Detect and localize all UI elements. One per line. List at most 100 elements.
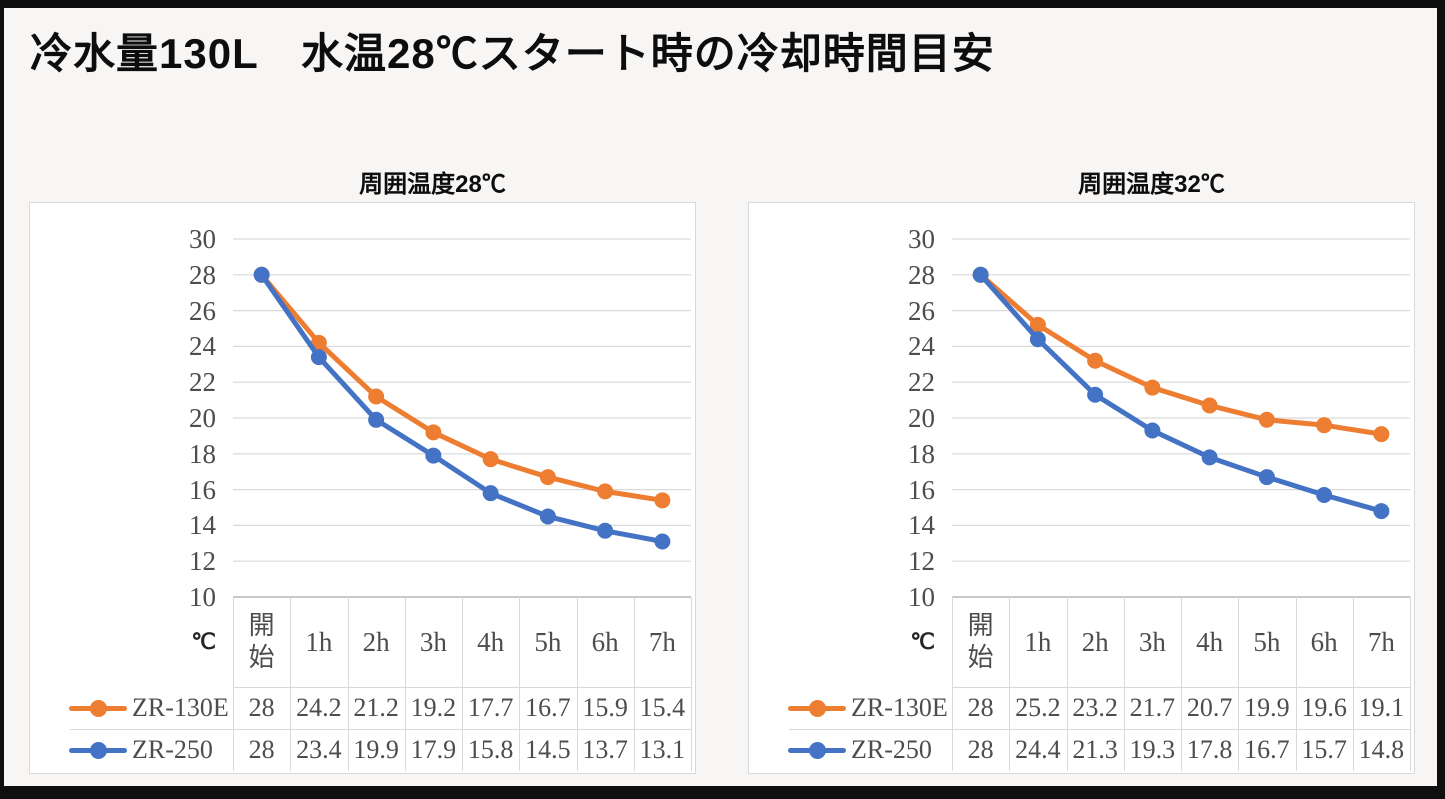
x-axis-category: 1h bbox=[1024, 626, 1052, 657]
table-column-border bbox=[462, 597, 463, 771]
table-cell-value: 13.7 bbox=[582, 735, 628, 764]
table-cell-value: 16.7 bbox=[1244, 735, 1290, 764]
table-column-border bbox=[1410, 597, 1411, 771]
table-cell-value: 23.4 bbox=[296, 735, 342, 764]
chart-title-28c: 周囲温度28℃ bbox=[359, 171, 506, 198]
data-point-zr-250 bbox=[253, 266, 270, 283]
table-cell-value: 21.7 bbox=[1129, 693, 1176, 722]
series-line-zr-250 bbox=[259, 272, 665, 545]
data-point-zr-250 bbox=[972, 266, 989, 283]
data-point-zr-250 bbox=[1201, 449, 1218, 466]
table-cell-value: 28 bbox=[967, 735, 994, 764]
x-axis-category: 7h bbox=[1367, 626, 1395, 657]
x-axis-category: 6h bbox=[591, 626, 619, 657]
table-row-border bbox=[789, 729, 1410, 730]
x-axis-category: 3h bbox=[419, 626, 447, 657]
table-cell-value: 14.8 bbox=[1358, 735, 1405, 764]
series-name-label: ZR-250 bbox=[132, 735, 213, 764]
data-point-zr-130e bbox=[310, 334, 327, 351]
page-title: 冷水量130L 水温28℃スタート時の冷却時間目安 bbox=[30, 30, 995, 77]
x-axis-category: 開始 bbox=[967, 611, 994, 672]
legend-marker-zr-130e bbox=[89, 699, 107, 717]
data-point-zr-130e bbox=[597, 483, 614, 500]
table-column-border bbox=[1181, 597, 1182, 771]
table-column-border bbox=[691, 597, 692, 771]
table-cell-value: 17.7 bbox=[467, 693, 514, 722]
table-column-border bbox=[1295, 597, 1297, 771]
y-axis-tick: 26 bbox=[189, 295, 216, 326]
data-point-zr-130e bbox=[654, 492, 671, 509]
x-axis-category: 4h bbox=[477, 626, 505, 657]
y-axis-tick: 10 bbox=[189, 582, 216, 612]
table-column-border bbox=[347, 597, 349, 771]
table-cell-value: 21.2 bbox=[353, 693, 399, 722]
y-axis-tick: 20 bbox=[189, 403, 216, 433]
series-line-zr-250 bbox=[978, 272, 1384, 514]
table-cell-value: 19.2 bbox=[410, 693, 457, 722]
data-point-zr-130e bbox=[482, 451, 499, 468]
x-axis-category: 5h bbox=[1253, 626, 1281, 657]
table-row-border bbox=[70, 729, 691, 730]
table-cell-value: 28 bbox=[248, 735, 275, 764]
data-point-zr-130e bbox=[368, 388, 385, 405]
line-chart bbox=[233, 238, 691, 598]
frame-border-right bbox=[1437, 0, 1445, 799]
frame-border-top bbox=[0, 0, 1445, 8]
table-column-border bbox=[1009, 597, 1011, 771]
table-column-border bbox=[1238, 597, 1240, 771]
y-axis-tick: 12 bbox=[908, 546, 935, 577]
y-axis-tick: 28 bbox=[908, 259, 935, 290]
series-name-label: ZR-130E bbox=[132, 693, 229, 722]
y-axis-tick: 30 bbox=[908, 224, 935, 254]
table-cell-value: 14.5 bbox=[525, 735, 571, 764]
frame-border-bottom bbox=[0, 786, 1445, 799]
y-axis-tick: 24 bbox=[189, 331, 216, 362]
data-point-zr-250 bbox=[1144, 422, 1161, 439]
chart-title-32c: 周囲温度32℃ bbox=[1078, 171, 1225, 198]
table-cell-value: 24.4 bbox=[1015, 735, 1061, 764]
x-axis-category: 5h bbox=[534, 626, 562, 657]
legend-marker-zr-250 bbox=[89, 741, 107, 759]
legend-marker-zr-250 bbox=[808, 741, 826, 759]
table-cell-value: 19.3 bbox=[1129, 735, 1176, 764]
table-column-border bbox=[519, 597, 521, 771]
table-cell-value: 15.4 bbox=[639, 693, 686, 722]
x-axis-category: 6h bbox=[1310, 626, 1338, 657]
data-point-zr-250 bbox=[1316, 486, 1333, 503]
table-cell-value: 15.7 bbox=[1301, 735, 1347, 764]
table-column-border bbox=[233, 597, 234, 771]
table-column-border bbox=[404, 597, 406, 771]
chart-panel-28c: 30 28 26 24 22 20 18 16 14 12 10 ℃ 開始 1h 2h 3h 4h 5h 6h 7h Z… bbox=[29, 202, 696, 774]
table-cell-value: 24.2 bbox=[296, 693, 342, 722]
y-axis-tick: 16 bbox=[908, 474, 935, 505]
y-axis-tick: 22 bbox=[189, 367, 216, 398]
x-axis-category: 4h bbox=[1196, 626, 1224, 657]
y-axis-tick: 28 bbox=[189, 259, 216, 290]
y-axis-tick: 24 bbox=[908, 331, 935, 362]
series-line-zr-130e bbox=[259, 272, 665, 503]
table-column-border bbox=[576, 597, 578, 771]
legend-marker-zr-130e bbox=[808, 699, 826, 717]
table-cell-value: 15.8 bbox=[467, 735, 514, 764]
table-cell-value: 17.9 bbox=[410, 735, 457, 764]
y-axis-tick: 10 bbox=[908, 582, 935, 612]
y-axis-tick: 26 bbox=[908, 295, 935, 326]
y-axis-tick: 30 bbox=[189, 224, 216, 254]
line-chart bbox=[952, 238, 1410, 598]
table-cell-value: 13.1 bbox=[639, 735, 686, 764]
data-point-zr-130e bbox=[1201, 397, 1218, 414]
data-point-zr-250 bbox=[654, 533, 671, 550]
table-column-border bbox=[633, 597, 635, 771]
y-axis-tick: 16 bbox=[189, 474, 216, 505]
data-point-zr-250 bbox=[425, 447, 442, 464]
table-cell-value: 20.7 bbox=[1186, 693, 1233, 722]
table-cell-value: 19.9 bbox=[353, 735, 399, 764]
data-point-zr-130e bbox=[425, 424, 442, 441]
table-column-border bbox=[1066, 597, 1068, 771]
data-point-zr-130e bbox=[1029, 316, 1046, 333]
data-point-zr-130e bbox=[1258, 411, 1275, 428]
table-cell-value: 25.2 bbox=[1015, 693, 1061, 722]
data-point-zr-250 bbox=[1087, 386, 1104, 403]
y-axis-tick: 14 bbox=[908, 510, 935, 541]
